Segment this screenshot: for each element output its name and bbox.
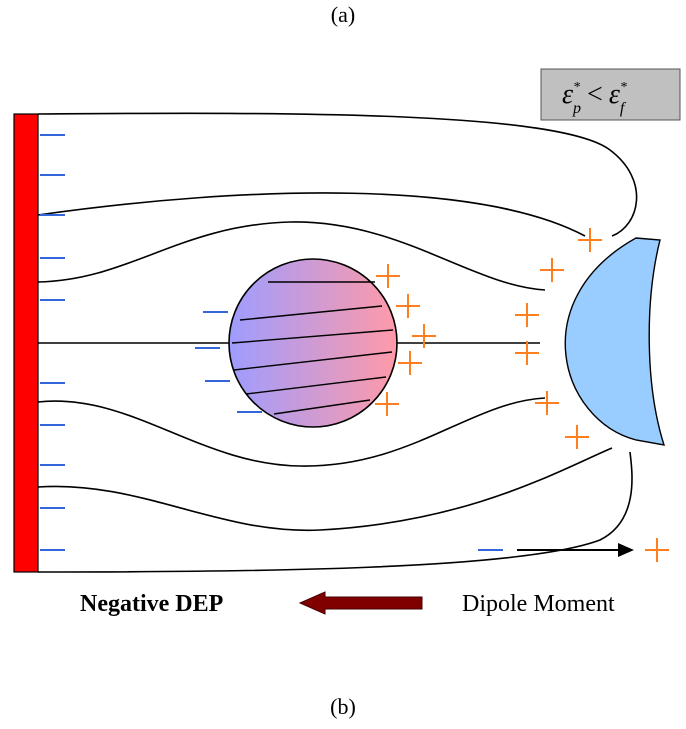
force-arrow: [300, 592, 422, 614]
relation: <: [587, 79, 603, 110]
symbol: ε: [562, 79, 573, 110]
sub: p: [572, 100, 581, 117]
dipole-label: Dipole Moment: [462, 591, 615, 617]
sup: *: [620, 80, 627, 95]
sup: *: [573, 80, 580, 95]
force-label: Negative DEP: [80, 591, 223, 617]
diagram: (a) ε*p<ε*f: [0, 0, 686, 729]
particle: [229, 259, 397, 427]
caption-bottom: (b): [330, 694, 356, 719]
symbol: ε: [609, 79, 620, 110]
electrode-tip: [565, 238, 664, 445]
arrow-head: [618, 543, 634, 557]
electrode: [14, 114, 38, 572]
page: (a) ε*p<ε*f: [0, 0, 686, 729]
caption-top: (a): [331, 2, 355, 27]
